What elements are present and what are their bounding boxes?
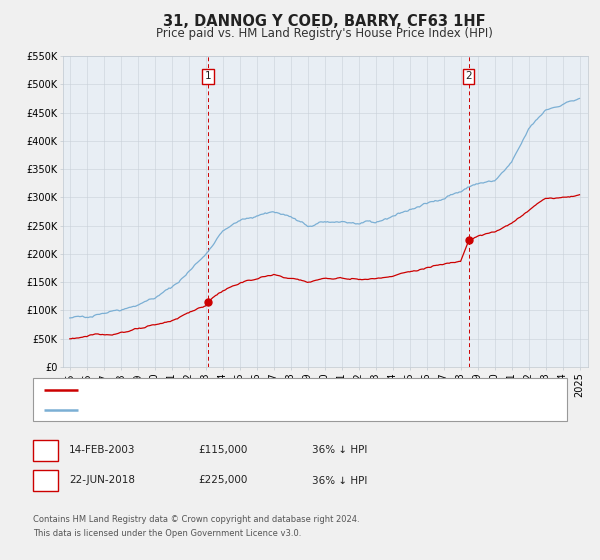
Text: £225,000: £225,000 [198, 475, 247, 486]
Text: 2: 2 [42, 475, 49, 486]
Text: Price paid vs. HM Land Registry's House Price Index (HPI): Price paid vs. HM Land Registry's House … [155, 27, 493, 40]
Text: HPI: Average price, detached house, Vale of Glamorgan: HPI: Average price, detached house, Vale… [85, 405, 374, 415]
Text: 1: 1 [205, 71, 211, 81]
Text: 22-JUN-2018: 22-JUN-2018 [69, 475, 135, 486]
Text: 31, DANNOG Y COED, BARRY, CF63 1HF (detached house): 31, DANNOG Y COED, BARRY, CF63 1HF (deta… [85, 385, 387, 395]
Text: This data is licensed under the Open Government Licence v3.0.: This data is licensed under the Open Gov… [33, 529, 301, 538]
Text: 31, DANNOG Y COED, BARRY, CF63 1HF: 31, DANNOG Y COED, BARRY, CF63 1HF [163, 14, 485, 29]
Text: 14-FEB-2003: 14-FEB-2003 [69, 445, 136, 455]
Text: 2: 2 [465, 71, 472, 81]
Text: 36% ↓ HPI: 36% ↓ HPI [312, 475, 367, 486]
Text: 36% ↓ HPI: 36% ↓ HPI [312, 445, 367, 455]
Text: £115,000: £115,000 [198, 445, 247, 455]
Text: Contains HM Land Registry data © Crown copyright and database right 2024.: Contains HM Land Registry data © Crown c… [33, 515, 359, 524]
Text: 1: 1 [42, 445, 49, 455]
